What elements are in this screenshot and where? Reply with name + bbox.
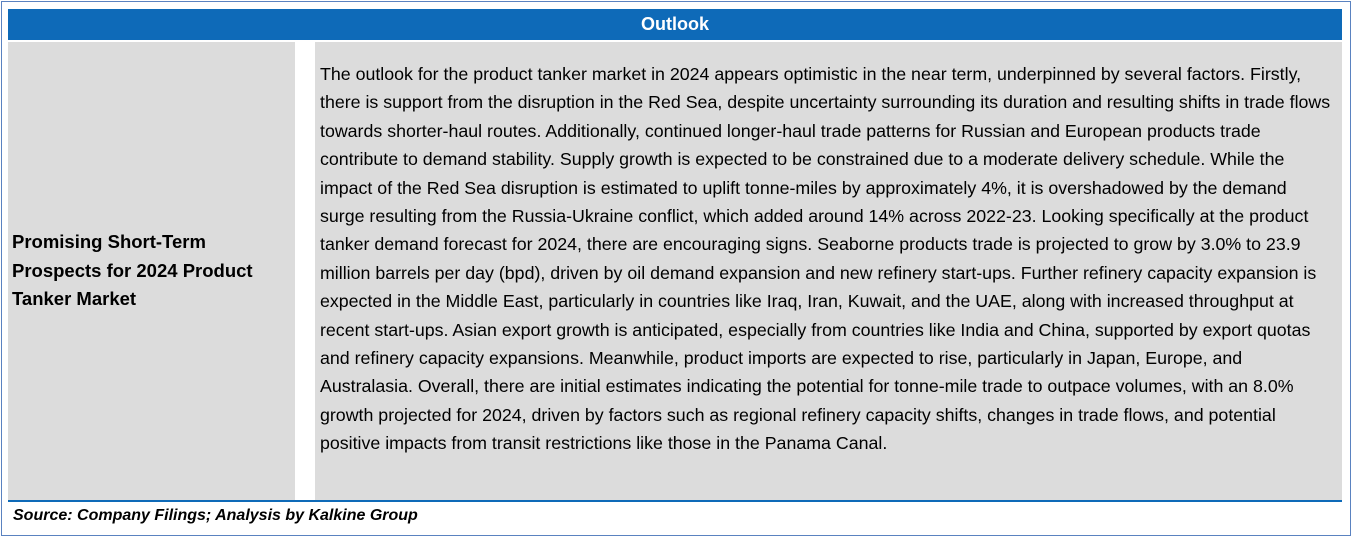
- section-title-cell: Promising Short-Term Prospects for 2024 …: [8, 42, 295, 500]
- footer-divider: [8, 500, 1342, 502]
- section-body: The outlook for the product tanker marke…: [320, 64, 1331, 454]
- column-spacer: [295, 42, 315, 500]
- section-title: Promising Short-Term Prospects for 2024 …: [12, 231, 253, 310]
- source-note: Source: Company Filings; Analysis by Kal…: [13, 507, 418, 524]
- outlook-header: Outlook: [8, 9, 1342, 40]
- section-body-cell: The outlook for the product tanker marke…: [315, 42, 1342, 500]
